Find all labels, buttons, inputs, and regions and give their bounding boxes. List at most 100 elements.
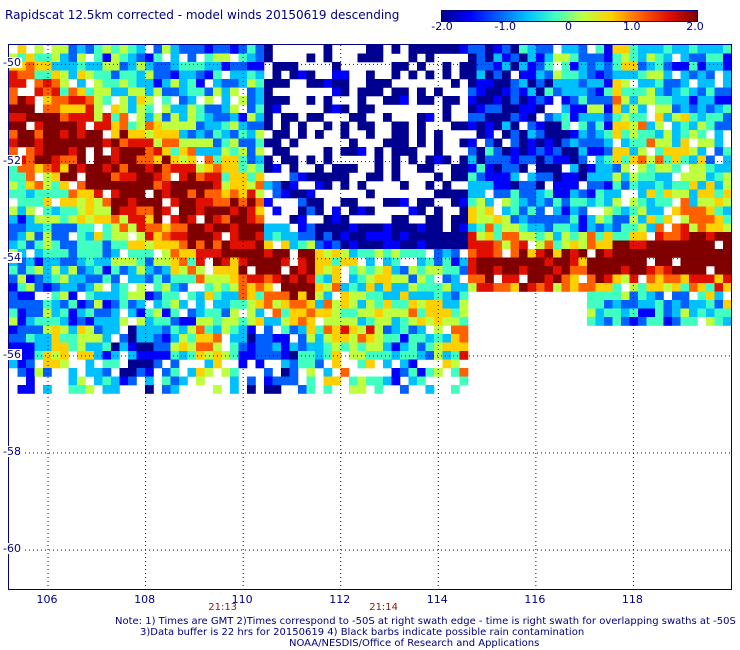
heatmap-cell <box>672 232 681 241</box>
heatmap-cell <box>187 104 197 114</box>
heatmap-cell <box>561 130 571 139</box>
heatmap-cell <box>510 189 520 199</box>
heatmap-cell <box>519 189 528 199</box>
heatmap-cell <box>374 45 384 54</box>
heatmap-cell <box>604 266 613 275</box>
heatmap-cell <box>468 79 477 88</box>
heatmap-cell <box>417 368 426 377</box>
heatmap-cell <box>502 181 511 190</box>
heatmap-cell <box>714 283 724 292</box>
heatmap-cell <box>400 130 409 139</box>
heatmap-cell <box>51 96 61 105</box>
heatmap-cell <box>536 249 545 258</box>
heatmap-cell <box>272 62 282 71</box>
heatmap-cell <box>493 240 503 250</box>
heatmap-cell <box>544 232 554 241</box>
heatmap-cell <box>43 385 52 394</box>
heatmap-cell <box>714 266 724 275</box>
heatmap-cell <box>26 215 35 224</box>
heatmap-cell <box>638 164 647 173</box>
heatmap-cell <box>43 121 52 131</box>
heatmap-cell <box>680 62 690 71</box>
heatmap-cell <box>298 232 307 241</box>
heatmap-cell <box>136 79 146 88</box>
heatmap-cell <box>391 70 401 80</box>
heatmap-cell <box>417 240 426 250</box>
heatmap-cell <box>179 138 188 148</box>
heatmap-cell <box>655 232 664 241</box>
heatmap-cell <box>255 53 265 63</box>
heatmap-cell <box>196 257 205 267</box>
heatmap-cell <box>17 206 27 216</box>
heatmap-cell <box>663 308 673 318</box>
heatmap-cell <box>332 70 341 80</box>
heatmap-cell <box>128 104 137 114</box>
heatmap-cell <box>553 53 562 63</box>
heatmap-cell <box>128 274 137 284</box>
heatmap-cell <box>638 96 647 105</box>
heatmap-cell <box>179 121 188 131</box>
heatmap-cell <box>60 359 69 369</box>
heatmap-cell <box>306 334 316 343</box>
heatmap-cell <box>646 87 656 97</box>
heatmap-cell <box>604 249 613 258</box>
heatmap-cell <box>400 317 409 326</box>
heatmap-cell <box>366 45 375 54</box>
heatmap-cell <box>697 300 707 309</box>
heatmap-cell <box>646 181 656 190</box>
heatmap-cell <box>77 164 86 173</box>
heatmap-cell <box>578 45 588 54</box>
heatmap-cell <box>536 189 545 199</box>
heatmap-cell <box>196 368 205 377</box>
heatmap-cell <box>77 104 86 114</box>
heatmap-cell <box>570 155 579 165</box>
heatmap-cell <box>34 342 44 352</box>
heatmap-cell <box>213 385 222 394</box>
heatmap-cell <box>306 223 316 233</box>
heatmap-cell <box>655 62 664 71</box>
heatmap-cell <box>213 70 222 80</box>
heatmap-cell <box>43 368 52 377</box>
heatmap-cell <box>136 308 146 318</box>
heatmap-cell <box>230 87 239 97</box>
heatmap-cell <box>298 300 307 309</box>
heatmap-cell <box>680 317 690 326</box>
heatmap-cell <box>94 87 103 97</box>
heatmap-cell <box>510 79 520 88</box>
heatmap-cell <box>587 240 596 250</box>
heatmap-cell <box>221 113 231 122</box>
heatmap-cell <box>612 317 622 326</box>
heatmap-cell <box>400 121 409 131</box>
heatmap-cell <box>153 79 163 88</box>
heatmap-cell <box>187 308 197 318</box>
heatmap-cell <box>332 223 341 233</box>
heatmap-cell <box>204 147 214 156</box>
heatmap-cell <box>162 147 171 156</box>
heatmap-cell <box>689 172 698 182</box>
heatmap-cell <box>366 325 375 335</box>
heatmap-cell <box>646 266 656 275</box>
heatmap-cell <box>153 291 163 301</box>
heatmap-cell <box>714 317 724 326</box>
heatmap-cell <box>238 351 248 360</box>
heatmap-cell <box>502 257 511 267</box>
heatmap-cell <box>476 96 486 105</box>
heatmap-cell <box>128 351 137 360</box>
heatmap-cell <box>706 155 715 165</box>
heatmap-cell <box>374 79 384 88</box>
heatmap-cell <box>43 274 52 284</box>
heatmap-cell <box>655 104 664 114</box>
heatmap-cell <box>689 274 698 284</box>
heatmap-cell <box>102 138 112 148</box>
heatmap-cell <box>476 147 486 156</box>
heatmap-cell <box>383 96 392 105</box>
heatmap-cell <box>332 266 341 275</box>
heatmap-cell <box>493 155 503 165</box>
heatmap-cell <box>136 189 146 199</box>
heatmap-cell <box>570 181 579 190</box>
heatmap-cell <box>697 130 707 139</box>
heatmap-cell <box>264 113 273 122</box>
heatmap-cell <box>638 266 647 275</box>
heatmap-cell <box>510 45 520 54</box>
heatmap-cell <box>323 215 333 224</box>
